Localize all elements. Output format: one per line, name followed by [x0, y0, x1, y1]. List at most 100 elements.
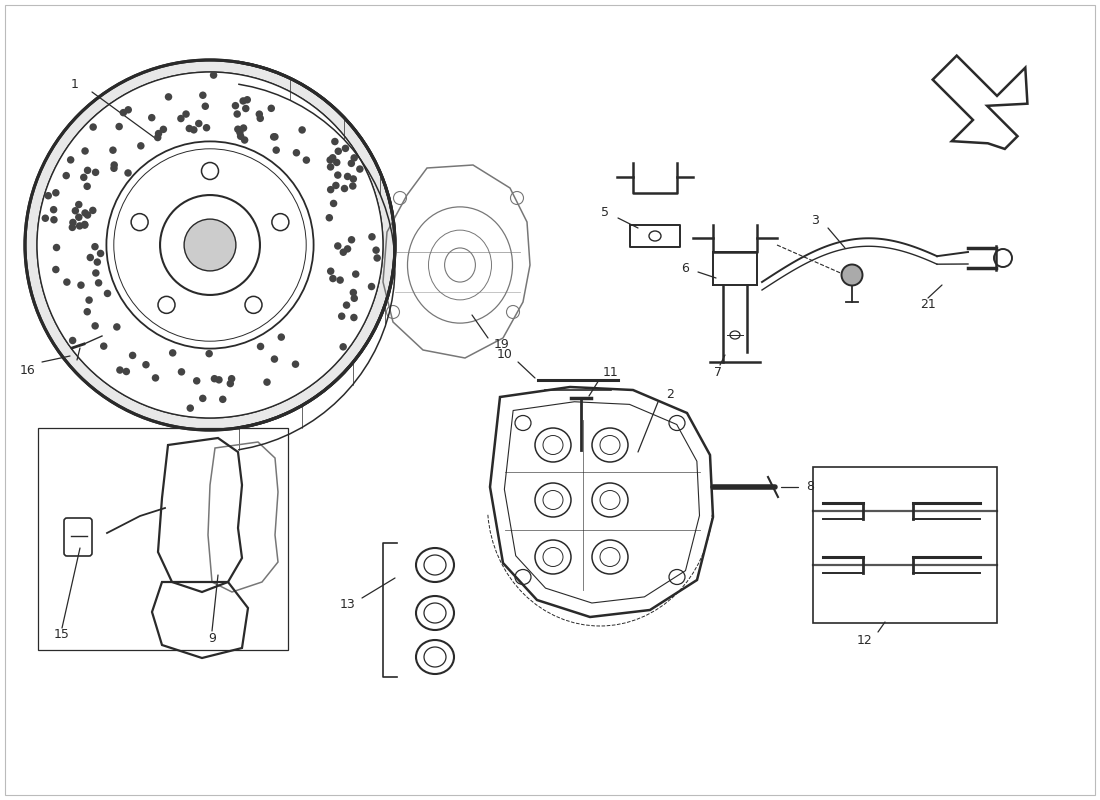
Text: 6: 6	[681, 262, 689, 274]
Ellipse shape	[842, 265, 862, 286]
Ellipse shape	[165, 93, 173, 101]
Ellipse shape	[91, 243, 99, 250]
Ellipse shape	[120, 109, 128, 116]
Text: 21: 21	[920, 298, 936, 311]
Ellipse shape	[367, 282, 375, 290]
Ellipse shape	[334, 242, 342, 250]
Ellipse shape	[368, 233, 376, 241]
Ellipse shape	[349, 182, 356, 190]
Text: 7: 7	[714, 366, 722, 378]
Text: 2: 2	[667, 389, 674, 402]
Ellipse shape	[199, 91, 207, 99]
Ellipse shape	[103, 290, 111, 297]
Ellipse shape	[236, 133, 244, 140]
Ellipse shape	[219, 395, 227, 403]
Ellipse shape	[192, 377, 200, 385]
Ellipse shape	[109, 146, 117, 154]
Ellipse shape	[110, 165, 118, 172]
Ellipse shape	[270, 133, 277, 141]
Ellipse shape	[350, 314, 358, 322]
Ellipse shape	[343, 302, 350, 309]
Text: 12: 12	[857, 634, 873, 646]
Ellipse shape	[326, 214, 333, 222]
Ellipse shape	[76, 222, 84, 230]
Text: 8: 8	[806, 481, 814, 494]
Text: 13: 13	[340, 598, 356, 611]
Ellipse shape	[195, 120, 202, 127]
Ellipse shape	[293, 149, 300, 157]
Ellipse shape	[234, 126, 242, 133]
Text: 19: 19	[494, 338, 510, 351]
Text: 16: 16	[20, 363, 36, 377]
Ellipse shape	[236, 129, 243, 136]
Ellipse shape	[372, 246, 379, 254]
Ellipse shape	[100, 342, 108, 350]
Ellipse shape	[86, 296, 92, 304]
Ellipse shape	[351, 294, 358, 302]
Ellipse shape	[240, 98, 246, 105]
Ellipse shape	[97, 250, 104, 257]
Ellipse shape	[327, 163, 334, 170]
Ellipse shape	[199, 394, 207, 402]
Ellipse shape	[69, 218, 77, 226]
Ellipse shape	[67, 156, 75, 164]
Ellipse shape	[129, 352, 136, 359]
Ellipse shape	[206, 350, 213, 358]
Ellipse shape	[110, 162, 118, 169]
Ellipse shape	[216, 376, 222, 383]
Ellipse shape	[177, 114, 185, 122]
Ellipse shape	[81, 210, 89, 217]
Ellipse shape	[373, 254, 381, 262]
Ellipse shape	[344, 245, 351, 253]
Ellipse shape	[75, 201, 82, 208]
Ellipse shape	[329, 154, 337, 162]
Ellipse shape	[348, 160, 355, 167]
Ellipse shape	[240, 124, 248, 132]
Ellipse shape	[338, 313, 345, 320]
Ellipse shape	[233, 110, 241, 118]
Ellipse shape	[256, 342, 264, 350]
Ellipse shape	[277, 334, 285, 341]
Ellipse shape	[337, 276, 344, 284]
Ellipse shape	[52, 189, 59, 197]
Ellipse shape	[77, 282, 85, 289]
Ellipse shape	[329, 274, 337, 282]
Ellipse shape	[190, 126, 198, 134]
Ellipse shape	[91, 169, 99, 176]
Ellipse shape	[117, 366, 123, 374]
Text: 1: 1	[72, 78, 79, 91]
Ellipse shape	[95, 279, 102, 286]
Ellipse shape	[327, 186, 334, 194]
Ellipse shape	[84, 166, 91, 174]
Ellipse shape	[155, 130, 163, 138]
Ellipse shape	[63, 172, 70, 179]
Ellipse shape	[81, 221, 88, 228]
Ellipse shape	[183, 110, 190, 118]
Ellipse shape	[116, 123, 123, 130]
Ellipse shape	[124, 170, 132, 177]
Ellipse shape	[72, 207, 79, 214]
Ellipse shape	[186, 125, 194, 132]
Bar	[813, 467, 997, 623]
Ellipse shape	[187, 404, 194, 412]
Ellipse shape	[334, 171, 341, 179]
Ellipse shape	[334, 147, 342, 155]
Ellipse shape	[42, 214, 50, 222]
Ellipse shape	[113, 323, 121, 330]
Ellipse shape	[243, 96, 251, 103]
Text: 10: 10	[497, 349, 513, 362]
Ellipse shape	[332, 182, 340, 190]
Ellipse shape	[148, 114, 155, 122]
Ellipse shape	[241, 136, 249, 144]
Ellipse shape	[81, 147, 89, 154]
Ellipse shape	[152, 374, 160, 382]
Ellipse shape	[327, 156, 334, 164]
Ellipse shape	[184, 219, 235, 271]
Ellipse shape	[292, 361, 299, 368]
Ellipse shape	[75, 214, 82, 221]
Ellipse shape	[263, 378, 271, 386]
Ellipse shape	[255, 110, 263, 118]
Ellipse shape	[37, 72, 383, 418]
Ellipse shape	[352, 270, 360, 278]
Ellipse shape	[210, 71, 218, 79]
